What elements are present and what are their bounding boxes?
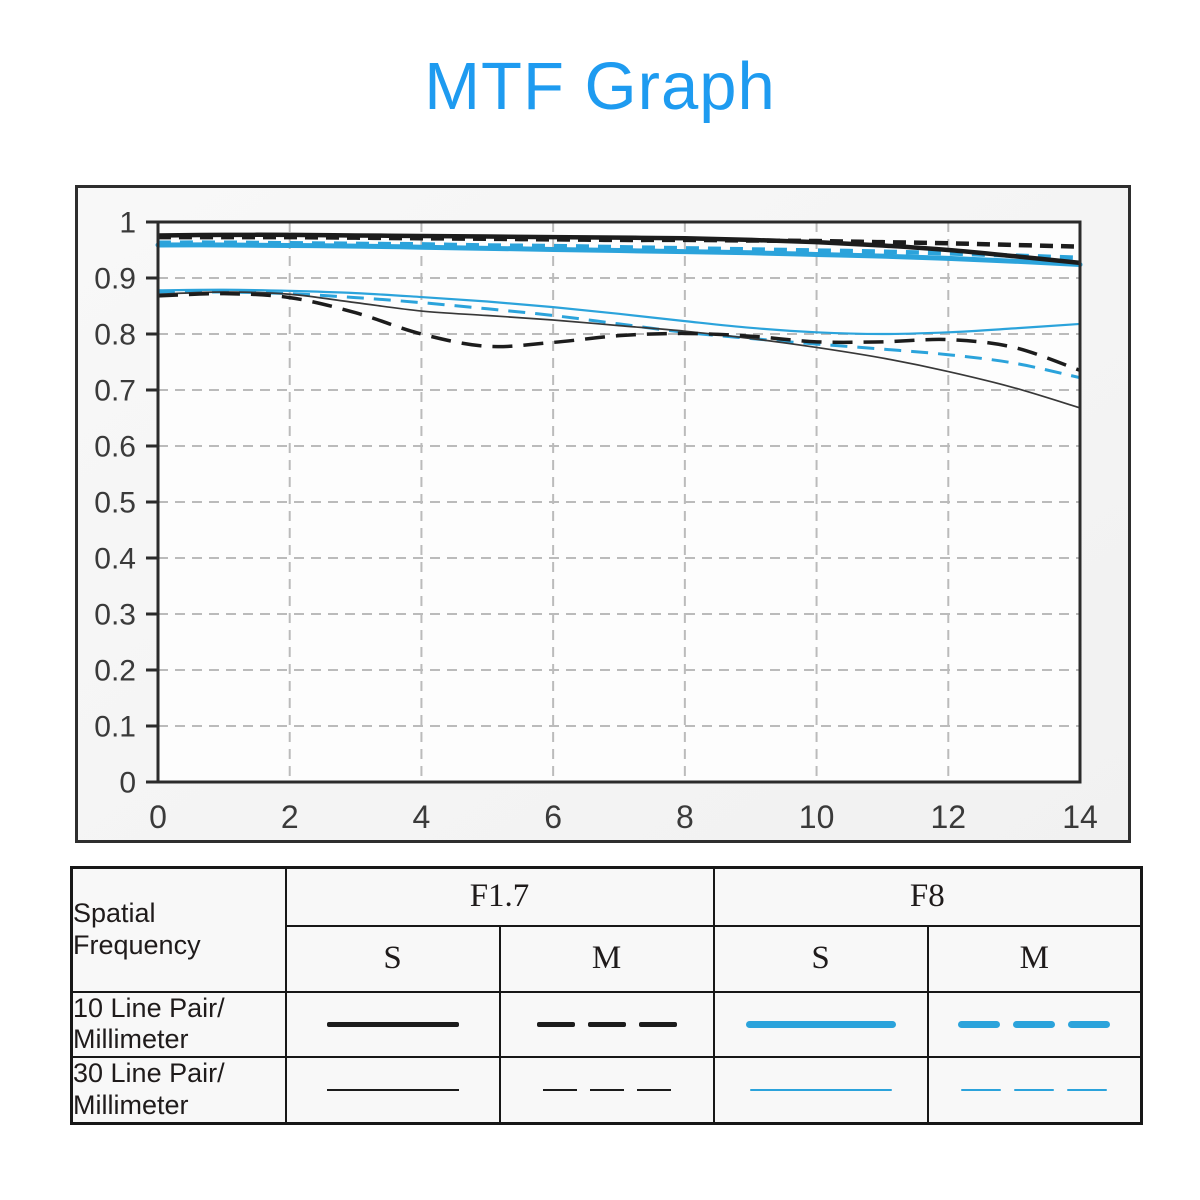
legend-group-f17: F1.7: [284, 866, 715, 927]
legend-subcol-f17-m: M: [498, 924, 715, 993]
legend-sample-f17-s-10lp: [284, 990, 501, 1059]
svg-text:0.3: 0.3: [94, 599, 136, 632]
svg-text:6: 6: [544, 799, 562, 835]
svg-text:0.2: 0.2: [94, 655, 136, 688]
svg-text:0.7: 0.7: [94, 375, 136, 408]
legend-sample-f17-m-30lp: [498, 1056, 715, 1125]
mtf-chart-panel: 1 0.9 0.8 0.7 0.6 0.5 0.4 0.3 0.2 0.1 0 0 2 4 6 8 10 12 14: [75, 185, 1131, 843]
svg-text:0.1: 0.1: [94, 711, 136, 744]
mtf-chart: 1 0.9 0.8 0.7 0.6 0.5 0.4 0.3 0.2 0.1 00 2 4 6 8 10 12 14: [94, 207, 1098, 836]
svg-text:0: 0: [149, 799, 167, 835]
legend-subcol-f8-m: M: [926, 924, 1143, 993]
svg-text:0.9: 0.9: [94, 263, 136, 296]
svg-text:10: 10: [799, 799, 835, 835]
svg-text:0.8: 0.8: [94, 319, 136, 352]
svg-text:0.4: 0.4: [94, 543, 136, 576]
legend-sample-f8-s-10lp: [712, 990, 929, 1059]
page-title: MTF Graph: [424, 49, 776, 124]
svg-text:0.6: 0.6: [94, 431, 136, 464]
legend-group-f8: F8: [712, 866, 1143, 927]
legend-sample-f17-s-30lp: [284, 1056, 501, 1125]
legend-sample-f8-s-30lp: [712, 1056, 929, 1125]
svg-text:12: 12: [930, 799, 966, 835]
svg-text:0: 0: [119, 767, 136, 800]
legend-row-label-10lp: 10 Line Pair/ Millimeter: [70, 990, 287, 1059]
svg-text:4: 4: [413, 799, 431, 835]
svg-text:8: 8: [676, 799, 694, 835]
legend-row-label-30lp: 30 Line Pair/ Millimeter: [70, 1056, 287, 1125]
legend-subcol-f17-s: S: [284, 924, 501, 993]
legend-sample-f17-m-10lp: [498, 990, 715, 1059]
svg-text:14: 14: [1062, 799, 1098, 835]
svg-text:2: 2: [281, 799, 299, 835]
legend-table: Spatial Frequency F1.7 F8 S M S M 10 Lin…: [70, 866, 1144, 1125]
legend-sample-f8-m-10lp: [926, 990, 1143, 1059]
svg-text:1: 1: [119, 207, 136, 240]
svg-text:0.5: 0.5: [94, 487, 136, 520]
legend-corner-label: Spatial Frequency: [70, 866, 287, 993]
legend-subcol-f8-s: S: [712, 924, 929, 993]
legend-sample-f8-m-30lp: [926, 1056, 1143, 1125]
